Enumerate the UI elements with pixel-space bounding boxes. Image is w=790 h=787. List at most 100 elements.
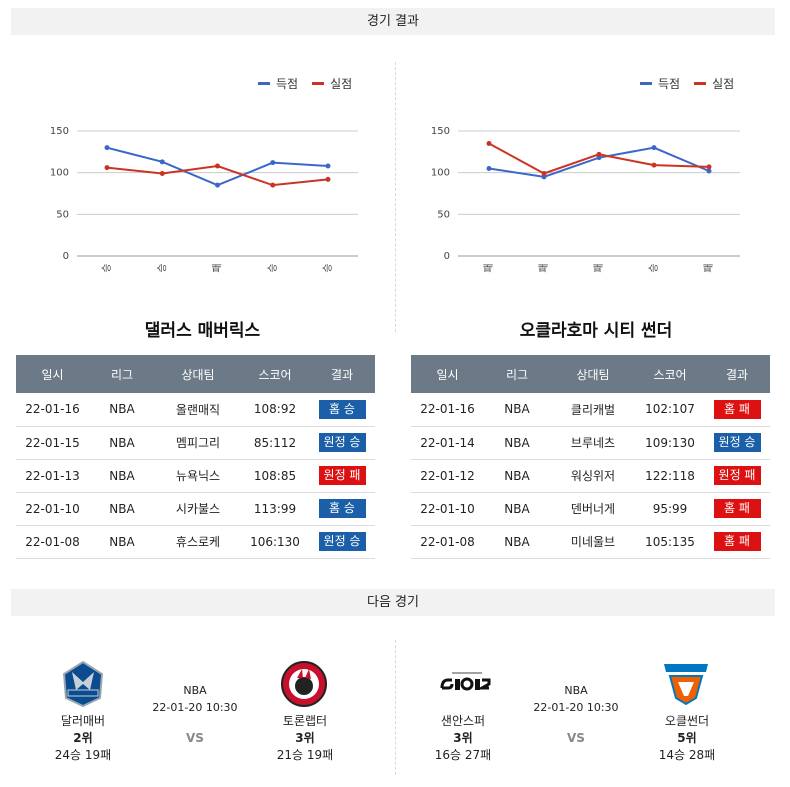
x-tick-label: 패 [212,263,224,272]
left-team-line-chart: 0 50 100 150 승 승 패 승 승 [50,126,358,273]
left-team-results-table: 일시 리그 상대팀 스코어 결과 22-01-16 NBA 올랜매직 108:92 홈 … [16,355,375,559]
data-point-conceded [159,171,165,176]
cell-result: 홈 패 [704,492,770,526]
home-team-name: 샌안스퍼 [440,714,486,728]
away-team-info: 오클썬더 5위 14승 28패 [644,712,730,763]
data-point-scored [486,166,492,171]
data-point-scored [104,145,110,151]
legend-item-scored: 득점 [640,75,680,92]
table-row: 22-01-13 NBA 뉴욕닉스 108:85 원정 패 [16,459,375,493]
table-row: 22-01-16 NBA 클리캐벌 102:107 홈 패 [411,393,770,427]
data-point-conceded [270,182,276,188]
table-row: 22-01-15 NBA 멤피그리 85:112 원정 승 [16,426,375,460]
x-tick-label: 승 [648,263,660,272]
cell-date: 22-01-16 [16,393,89,427]
home-team-info: 달러매버 2위 24승 19패 [40,712,126,763]
cell-score: 85:112 [241,426,309,460]
data-point-scored [270,160,276,166]
cell-date: 22-01-10 [411,492,484,526]
result-badge: 원정 승 [318,532,366,551]
data-point-conceded [486,141,492,146]
data-point-scored [325,163,331,169]
legend-label-scored: 득점 [658,77,681,91]
table-row: 22-01-14 NBA 브루네츠 109:130 원정 승 [411,426,770,460]
away-team-record: 21승 19패 [276,748,334,762]
table-row: 22-01-08 NBA 휴스로케 106:130 원정 승 [16,525,375,559]
chart-legend-left: 득점 실점 [258,75,352,92]
right-team-line-chart: 0 50 100 150 패 패 패 승 패 [431,126,740,273]
cell-date: 22-01-13 [16,459,89,493]
away-team-record: 14승 28패 [658,748,716,762]
x-tick-label: 승 [156,263,168,272]
results-section-header: 경기 결과 [11,8,775,35]
game-datetime: 22-01-20 10:30 [533,701,619,714]
cell-result: 홈 패 [704,393,770,427]
game-datetime: 22-01-20 10:30 [152,701,238,714]
cell-score: 122:118 [636,459,704,493]
cell-score: 106:130 [241,525,309,559]
home-team-record: 24승 19패 [54,748,112,762]
x-tick-label: 패 [483,263,495,272]
y-tick-label: 150 [431,126,450,137]
cell-date: 22-01-10 [16,492,89,526]
data-point-conceded [706,164,712,170]
y-tick-label: 150 [50,126,69,137]
cell-date: 22-01-08 [16,525,89,559]
cell-opponent: 휴스로케 [155,525,241,559]
result-badge: 원정 패 [318,466,366,485]
data-point-scored [215,182,220,188]
spurs-logo [440,672,491,691]
cell-opponent: 덴버너게 [550,492,636,526]
cell-date: 22-01-14 [411,426,484,460]
column-header-result: 결과 [704,355,770,393]
result-badge: 홈 승 [318,399,366,419]
vertical-divider [395,62,396,332]
home-team-info: 샌안스퍼 3위 16승 27패 [420,712,506,763]
cell-result: 원정 패 [309,459,375,493]
legend-swatch-scored [640,82,652,85]
x-tick-label: 승 [267,263,279,272]
away-team-rank: 5위 [677,731,697,745]
table-row: 22-01-12 NBA 워싱위저 122:118 원정 패 [411,459,770,493]
x-tick-label: 승 [101,263,113,272]
legend-label-conceded: 실점 [330,77,353,91]
cell-opponent: 시카불스 [155,492,241,526]
y-tick-label: 0 [63,251,69,262]
table-row: 22-01-16 NBA 올랜매직 108:92 홈 승 [16,393,375,427]
data-point-scored [706,168,712,174]
column-header-league: 리그 [484,355,550,393]
result-badge: 홈 패 [713,532,761,551]
result-badge: 원정 패 [713,466,761,485]
thunder-logo [664,664,708,706]
right-team-results-table: 일시 리그 상대팀 스코어 결과 22-01-16 NBA 클리캐벌 102:107 홈… [411,355,770,559]
table-row: 22-01-10 NBA 덴버너게 95:99 홈 패 [411,492,770,526]
table-row: 22-01-10 NBA 시카불스 113:99 홈 승 [16,492,375,526]
data-point-scored [651,145,657,151]
cell-result: 홈 패 [704,525,770,559]
column-header-score: 스코어 [636,355,704,393]
column-header-date: 일시 [16,355,89,393]
x-tick-label: 패 [703,263,715,272]
next-games-section-header: 다음 경기 [11,589,775,616]
cell-date: 22-01-12 [411,459,484,493]
cell-opponent: 브루네츠 [550,426,636,460]
cell-result: 원정 패 [704,459,770,493]
x-tick-label: 승 [322,263,334,272]
cell-result: 홈 승 [309,492,375,526]
away-team-info: 토론랩터 3위 21승 19패 [262,712,348,763]
column-header-league: 리그 [89,355,155,393]
cell-opponent: 멤피그리 [155,426,241,460]
vs-label: VS [567,731,585,745]
game-league: NBA [564,684,588,697]
cell-league: NBA [484,459,550,493]
result-badge: 원정 승 [318,433,366,452]
raptors-logo [281,661,327,707]
column-header-opponent: 상대팀 [155,355,241,393]
cell-score: 108:92 [241,393,309,427]
data-point-conceded [596,151,602,157]
x-tick-label: 패 [593,263,605,272]
cell-score: 105:135 [636,525,704,559]
x-tick-label: 패 [538,263,550,272]
column-header-result: 결과 [309,355,375,393]
y-tick-label: 100 [431,168,450,179]
